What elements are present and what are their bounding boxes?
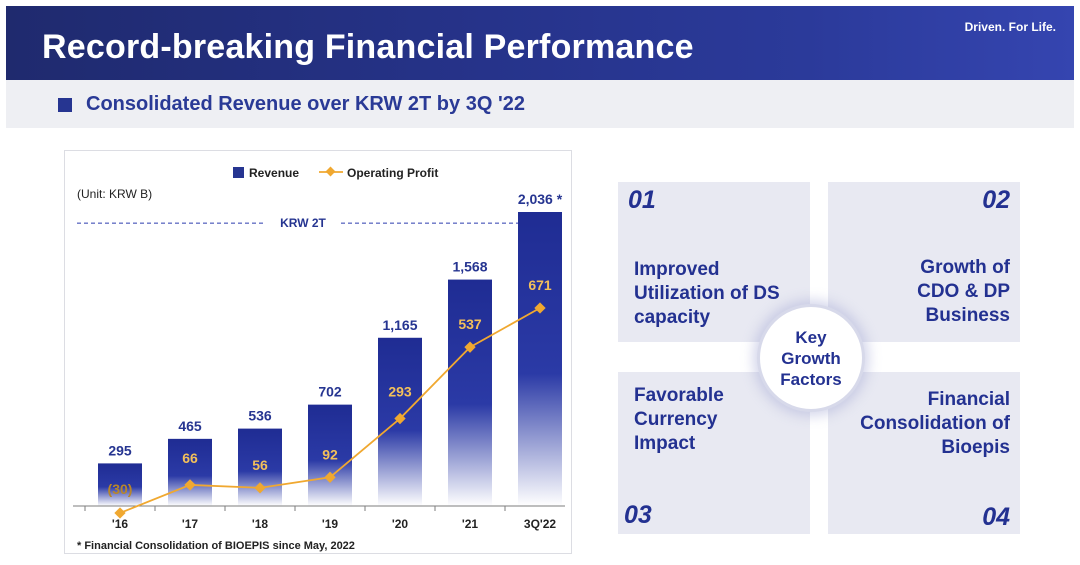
- x-tick-label: '20: [392, 517, 409, 531]
- operating-profit-label: 92: [322, 446, 338, 462]
- revenue-data-label: 702: [318, 384, 342, 400]
- legend-op-marker: [325, 166, 336, 177]
- operating-profit-point: [394, 412, 406, 425]
- revenue-bar: [98, 463, 142, 506]
- factor-card-03: Favorable Currency Impact 03: [618, 372, 810, 534]
- operating-profit-label: 56: [252, 457, 268, 473]
- header-banner: Record-breaking Financial Performance Dr…: [6, 6, 1074, 80]
- square-bullet-icon: [58, 98, 72, 112]
- revenue-data-label: 465: [178, 418, 202, 434]
- operating-profit-point: [464, 341, 476, 353]
- factor-card-02: 02 Growth of CDO & DP Business: [828, 182, 1020, 342]
- revenue-data-label: 1,165: [382, 317, 417, 333]
- factor-card-04: Financial Consolidation of Bioepis 04: [828, 372, 1020, 534]
- operating-profit-point: [254, 482, 266, 494]
- operating-profit-label: 293: [388, 384, 412, 400]
- factor-number: 02: [982, 186, 1010, 214]
- unit-label: (Unit: KRW B): [77, 187, 152, 201]
- reference-line-label: KRW 2T: [280, 216, 326, 230]
- factor-text: Favorable Currency Impact: [634, 385, 724, 454]
- x-tick-label: '16: [112, 517, 129, 531]
- revenue-data-label: 536: [248, 408, 272, 424]
- chart-footnote: * Financial Consolidation of BIOEPIS sin…: [77, 540, 355, 552]
- page-title: Record-breaking Financial Performance: [42, 28, 694, 66]
- x-tick-label: '17: [182, 517, 199, 531]
- legend-revenue-label: Revenue: [249, 166, 299, 180]
- subheader-text: Consolidated Revenue over KRW 2T by 3Q '…: [86, 93, 525, 115]
- revenue-bar: [168, 438, 212, 506]
- x-tick-label: '18: [252, 517, 269, 531]
- factor-number: 01: [628, 186, 656, 214]
- operating-profit-label: 671: [528, 277, 552, 293]
- revenue-data-label: 1,568: [452, 259, 487, 275]
- revenue-bar: [518, 212, 562, 506]
- legend-revenue-swatch: [233, 167, 244, 178]
- x-tick-label: '19: [322, 517, 339, 531]
- factor-text: Financial Consolidation of Bioepis: [860, 389, 1010, 458]
- key-growth-factors-circle: Key Growth Factors: [757, 304, 865, 412]
- factor-number: 03: [624, 501, 652, 529]
- x-tick-label: 3Q'22: [524, 517, 557, 531]
- revenue-bar: [308, 404, 352, 506]
- factor-text: Improved Utilization of DS capacity: [634, 259, 780, 328]
- revenue-chart: KRW 2T 295 465 536 702 1,165 1,568 2,036 * '16 '1…: [73, 166, 565, 552]
- revenue-data-label: 295: [108, 442, 132, 458]
- operating-profit-point: [534, 302, 546, 314]
- subheader-bar: Consolidated Revenue over KRW 2T by 3Q '…: [6, 80, 1074, 128]
- operating-profit-label: 66: [182, 450, 198, 466]
- operating-profit-point: [324, 471, 336, 483]
- operating-profit-label: (30): [108, 481, 133, 497]
- operating-profit-label: 537: [458, 316, 482, 332]
- factor-number: 04: [982, 503, 1010, 531]
- revenue-bar: [448, 279, 492, 506]
- revenue-data-label: 2,036 *: [518, 191, 563, 207]
- center-label: Key Growth Factors: [780, 327, 842, 389]
- legend-op-label: Operating Profit: [347, 166, 438, 180]
- factor-text: Growth of CDO & DP Business: [917, 257, 1010, 326]
- revenue-chart-panel: KRW 2T 295 465 536 702 1,165 1,568 2,036 * '16 '1…: [64, 150, 572, 554]
- x-tick-label: '21: [462, 517, 479, 531]
- brand-tagline: Driven. For Life.: [964, 20, 1056, 34]
